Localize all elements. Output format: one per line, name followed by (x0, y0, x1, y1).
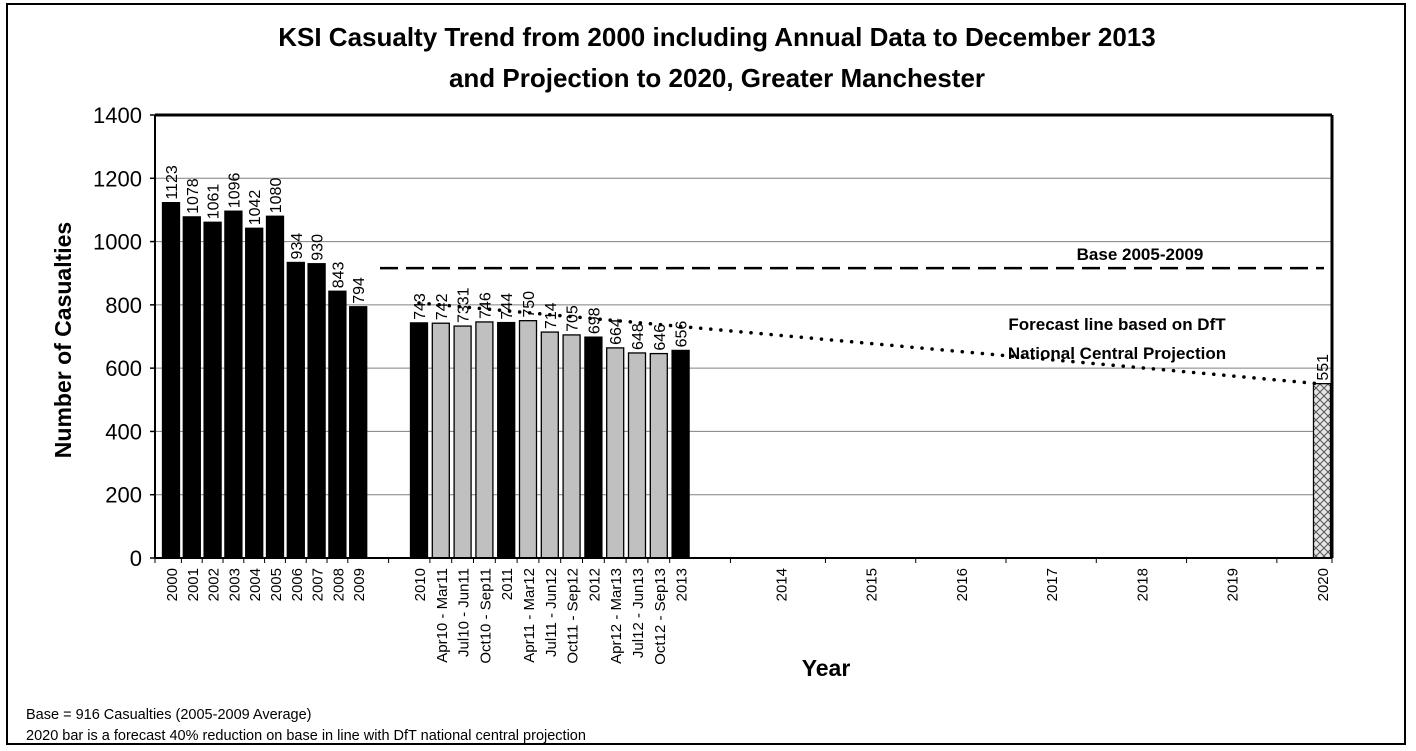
bar-annual (203, 221, 222, 559)
data-label: 698 (586, 307, 603, 334)
x-tick-label: Jul10 - Jun11 (456, 568, 473, 657)
x-tick-label: 2016 (954, 568, 971, 601)
data-label: 1096 (226, 172, 243, 208)
x-tick-label: Jul12 - Jun13 (630, 568, 647, 658)
x-tick-label: 2009 (351, 568, 368, 601)
x-tick-label: 2010 (412, 568, 429, 601)
data-label: 656 (674, 321, 691, 348)
bar-rolling (562, 334, 581, 559)
y-tick-label: 200 (105, 483, 142, 508)
bar-annual (584, 336, 603, 559)
bar-rolling (606, 347, 625, 559)
data-label: 746 (477, 292, 494, 319)
x-tick-label: 2006 (289, 568, 306, 601)
bar-annual (245, 227, 264, 559)
chart-title-line2: and Projection to 2020, Greater Manchest… (449, 63, 985, 93)
x-tick-label: Oct10 - Sep11 (477, 568, 494, 664)
chart-title-line1: KSI Casualty Trend from 2000 including A… (278, 22, 1156, 52)
data-label: 934 (289, 233, 306, 260)
bar-annual (328, 290, 347, 559)
x-tick-label: 2003 (226, 568, 243, 601)
data-label: 750 (521, 291, 538, 318)
bar-annual (224, 210, 243, 559)
data-label: 1078 (185, 178, 202, 214)
x-tick-label: 2004 (247, 568, 264, 601)
x-tick-label: Apr10 - Mar11 (434, 568, 451, 663)
footnote-base: Base = 916 Casualties (2005-2009 Average… (26, 707, 312, 723)
data-label: 1061 (206, 184, 223, 220)
y-tick-label: 1200 (93, 166, 142, 191)
x-tick-label: 2014 (773, 568, 790, 601)
bar-annual (182, 216, 201, 559)
bar-rolling (518, 320, 538, 559)
x-tick-label: 2002 (206, 568, 223, 601)
forecast-line-label-1: Forecast line based on DfT (1008, 315, 1226, 334)
bar-annual (265, 215, 285, 559)
x-tick-label: 2005 (268, 568, 285, 601)
data-label: 7331 (456, 287, 473, 323)
bar-annual (497, 321, 516, 559)
forecast-line (417, 301, 1320, 386)
x-tick-label: 2011 (499, 568, 516, 600)
x-tick-label: 2017 (1044, 568, 1061, 601)
data-label: 1080 (268, 178, 285, 214)
data-label: 648 (630, 323, 647, 350)
y-tick-label: 1400 (93, 103, 142, 128)
data-label: 1123 (164, 165, 181, 200)
x-tick-label: 2000 (164, 568, 181, 601)
data-label: 551 (1315, 354, 1332, 381)
bar-rolling (453, 325, 472, 559)
bar-rolling (431, 322, 450, 559)
x-tick-label: 2018 (1134, 568, 1151, 601)
y-axis-label: Number of Casualties (50, 222, 76, 458)
bar-annual (349, 306, 368, 559)
y-tick-label: 400 (105, 419, 142, 444)
x-tick-label: Jul11 - Jun12 (543, 568, 560, 657)
x-tick-label: 2007 (310, 568, 327, 601)
bar-annual (307, 263, 326, 559)
forecast-line-label-2: National Central Projection (1008, 344, 1226, 363)
bar-forecast (1312, 382, 1332, 559)
y-tick-label: 0 (130, 546, 142, 571)
bar-rolling (649, 352, 668, 559)
bar-annual (286, 261, 305, 559)
data-label: 646 (652, 324, 669, 351)
x-tick-label: 2001 (185, 568, 202, 601)
x-tick-label: Apr12 - Mar13 (608, 568, 625, 664)
data-label: 714 (543, 302, 560, 329)
base-line-label: Base 2005-2009 (1077, 245, 1204, 264)
x-tick-label: 2015 (864, 568, 881, 601)
data-label: 843 (330, 261, 347, 288)
x-tick-label: Oct11 - Sep12 (565, 568, 582, 664)
data-label: 742 (434, 293, 451, 320)
y-tick-label: 800 (105, 293, 142, 318)
data-label: 794 (351, 277, 368, 304)
x-tick-label: 2012 (586, 568, 603, 601)
data-label: 744 (499, 293, 516, 320)
bar-rolling (475, 321, 494, 559)
y-tick-label: 600 (105, 356, 142, 381)
y-tick-label: 1000 (93, 230, 142, 255)
x-tick-label: 2013 (674, 568, 691, 601)
bar-annual (671, 349, 690, 559)
x-tick-label: Apr11 - Mar12 (521, 568, 538, 663)
x-tick-label: 2020 (1315, 568, 1332, 601)
bar-annual (161, 202, 181, 559)
x-tick-label: 2019 (1225, 568, 1242, 601)
bar-rolling (540, 331, 559, 559)
data-label: 1042 (247, 190, 264, 226)
footnote-forecast: 2020 bar is a forecast 40% reduction on … (26, 728, 586, 744)
bar-rolling (627, 352, 647, 559)
x-tick-label: Oct12 - Sep13 (652, 568, 669, 665)
x-axis-label: Year (802, 655, 851, 681)
bar-annual (409, 322, 429, 559)
data-label: 930 (310, 234, 327, 261)
data-label: 664 (608, 318, 625, 345)
x-tick-label: 2008 (330, 568, 347, 601)
data-label: 705 (565, 305, 582, 332)
data-label: 743 (412, 293, 429, 320)
